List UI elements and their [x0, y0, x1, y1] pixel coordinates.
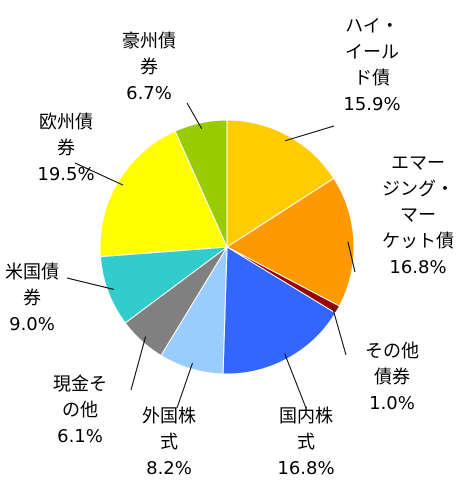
slice-name-label: 債券 [374, 367, 410, 388]
slice-name-label: 式 [297, 432, 315, 453]
slice-name-label: 豪州債 [122, 31, 176, 52]
slice-name-label: 現金そ [53, 374, 107, 395]
pie-slice [226, 177, 355, 307]
slice-name-label: の他 [62, 400, 98, 421]
slice-name-label: その他 [365, 341, 419, 362]
slice-name-label: 外国株 [142, 406, 196, 427]
slice-name-label: 国内株 [279, 406, 333, 427]
leader-line [347, 241, 356, 273]
pie-slices [99, 119, 355, 375]
leader-lines [66, 102, 356, 409]
leader-line [186, 102, 203, 129]
slice-value-label: 16.8% [277, 458, 334, 479]
slice-name-label: エマー [391, 153, 445, 174]
slice-value-label: 1.0% [369, 393, 415, 414]
slice-value-label: 16.8% [389, 257, 446, 278]
slice-value-label: 8.2% [146, 458, 192, 479]
slice-value-label: 19.5% [37, 164, 94, 185]
pie-slice [99, 130, 228, 258]
pie-slice [226, 119, 335, 248]
slice-name-label: ド債 [354, 68, 390, 89]
slice-name-label: 券 [23, 288, 41, 309]
leader-line [331, 306, 347, 356]
slice-value-label: 9.0% [9, 314, 55, 335]
slice-name-label: 欧州債 [39, 112, 93, 133]
slice-name-label: 式 [160, 432, 178, 453]
slice-name-label: 米国債 [5, 262, 59, 283]
slice-name-label: 券 [57, 138, 75, 159]
slice-name-label: ハイ・ [345, 16, 399, 37]
leader-line [176, 362, 193, 409]
leader-line [130, 336, 147, 391]
slice-name-label: イール [345, 42, 399, 63]
leader-line [66, 277, 114, 290]
slice-name-label: 券 [140, 57, 158, 78]
leader-line [74, 162, 124, 186]
leader-line [284, 353, 307, 409]
slice-name-label: マー [400, 205, 436, 226]
slice-value-label: 6.1% [57, 426, 103, 447]
leader-line [284, 125, 335, 142]
slice-value-label: 15.9% [343, 94, 400, 115]
slice-name-label: ケット債 [382, 231, 454, 252]
slice-name-label: ジング・ [382, 179, 454, 200]
pie-slice [222, 246, 337, 375]
pie-slice [174, 119, 228, 248]
slice-value-label: 6.7% [126, 83, 172, 104]
